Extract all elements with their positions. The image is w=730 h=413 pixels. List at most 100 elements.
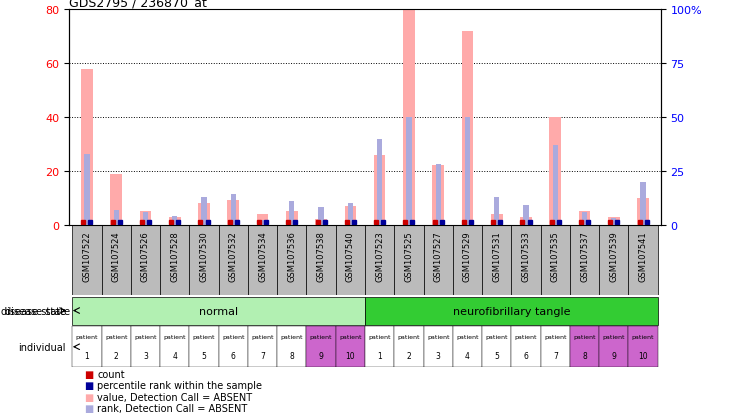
Text: GSM107539: GSM107539 — [610, 231, 618, 281]
Text: GSM107522: GSM107522 — [82, 231, 91, 281]
Text: patient: patient — [485, 334, 508, 339]
Text: GSM107524: GSM107524 — [112, 231, 120, 281]
Text: patient: patient — [222, 334, 245, 339]
Text: patient: patient — [544, 334, 566, 339]
Text: GSM107533: GSM107533 — [521, 231, 531, 281]
Bar — [637, 198, 649, 225]
Text: 8: 8 — [289, 351, 294, 361]
FancyBboxPatch shape — [423, 225, 453, 295]
Text: patient: patient — [280, 334, 303, 339]
Bar — [611, 218, 616, 225]
FancyBboxPatch shape — [365, 225, 394, 295]
Text: ■: ■ — [84, 404, 93, 413]
Bar — [523, 206, 529, 225]
Text: 5: 5 — [201, 351, 207, 361]
Bar — [231, 195, 236, 225]
Bar — [403, 10, 415, 225]
FancyBboxPatch shape — [453, 225, 482, 295]
Text: GSM107528: GSM107528 — [170, 231, 180, 281]
Text: patient: patient — [134, 334, 157, 339]
Bar — [579, 211, 591, 225]
FancyBboxPatch shape — [365, 297, 658, 325]
Text: GSM107537: GSM107537 — [580, 231, 589, 281]
FancyBboxPatch shape — [307, 326, 336, 368]
FancyBboxPatch shape — [160, 326, 189, 368]
Bar — [257, 214, 269, 225]
FancyBboxPatch shape — [336, 225, 365, 295]
Bar — [494, 197, 499, 225]
FancyBboxPatch shape — [629, 326, 658, 368]
Bar — [582, 212, 587, 225]
Text: patient: patient — [76, 334, 98, 339]
Text: patient: patient — [164, 334, 186, 339]
Bar — [345, 206, 356, 225]
Bar — [347, 204, 353, 225]
Text: patient: patient — [573, 334, 596, 339]
Bar — [110, 174, 122, 225]
FancyBboxPatch shape — [629, 225, 658, 295]
Text: 10: 10 — [638, 351, 648, 361]
FancyBboxPatch shape — [72, 326, 101, 368]
Bar — [143, 212, 148, 225]
Bar — [318, 208, 323, 225]
Bar — [465, 118, 470, 225]
Text: patient: patient — [515, 334, 537, 339]
FancyBboxPatch shape — [482, 225, 511, 295]
FancyBboxPatch shape — [599, 225, 629, 295]
Bar — [520, 217, 532, 225]
Text: 5: 5 — [494, 351, 499, 361]
Bar — [461, 32, 473, 225]
FancyBboxPatch shape — [72, 297, 365, 325]
FancyBboxPatch shape — [570, 225, 599, 295]
FancyBboxPatch shape — [541, 225, 570, 295]
Text: 6: 6 — [523, 351, 529, 361]
Text: count: count — [97, 369, 125, 379]
Bar — [436, 165, 441, 225]
Text: 2: 2 — [114, 351, 118, 361]
FancyBboxPatch shape — [394, 225, 423, 295]
FancyBboxPatch shape — [277, 225, 307, 295]
Bar — [81, 69, 93, 225]
FancyBboxPatch shape — [248, 225, 277, 295]
Bar — [491, 214, 502, 225]
Text: disease state: disease state — [5, 306, 70, 316]
Bar — [553, 146, 558, 225]
Text: GSM107532: GSM107532 — [228, 231, 238, 281]
Text: patient: patient — [369, 334, 391, 339]
FancyBboxPatch shape — [336, 326, 365, 368]
Text: GSM107535: GSM107535 — [550, 231, 560, 281]
Text: 7: 7 — [260, 351, 265, 361]
Text: 1: 1 — [85, 351, 89, 361]
Text: disease state: disease state — [1, 306, 66, 316]
Text: normal: normal — [199, 306, 238, 316]
FancyBboxPatch shape — [307, 225, 336, 295]
Text: 1: 1 — [377, 351, 382, 361]
FancyBboxPatch shape — [101, 225, 131, 295]
Text: 9: 9 — [319, 351, 323, 361]
Text: percentile rank within the sample: percentile rank within the sample — [97, 380, 262, 390]
Bar — [198, 204, 210, 225]
Bar — [169, 217, 180, 225]
FancyBboxPatch shape — [511, 225, 541, 295]
FancyBboxPatch shape — [219, 326, 248, 368]
Bar — [172, 216, 177, 225]
Text: patient: patient — [632, 334, 654, 339]
FancyBboxPatch shape — [160, 225, 189, 295]
Text: patient: patient — [339, 334, 361, 339]
FancyBboxPatch shape — [219, 225, 248, 295]
FancyBboxPatch shape — [599, 326, 629, 368]
Text: GSM107531: GSM107531 — [492, 231, 502, 281]
Text: GSM107525: GSM107525 — [404, 231, 413, 281]
FancyBboxPatch shape — [277, 326, 307, 368]
Text: GSM107523: GSM107523 — [375, 231, 384, 281]
FancyBboxPatch shape — [365, 326, 394, 368]
Text: neurofibrillary tangle: neurofibrillary tangle — [453, 306, 570, 316]
Bar — [289, 202, 294, 225]
Bar — [84, 154, 90, 225]
Text: rank, Detection Call = ABSENT: rank, Detection Call = ABSENT — [97, 404, 247, 413]
FancyBboxPatch shape — [248, 326, 277, 368]
FancyBboxPatch shape — [131, 225, 160, 295]
Bar — [286, 211, 298, 225]
FancyBboxPatch shape — [72, 225, 101, 295]
Bar — [139, 211, 151, 225]
